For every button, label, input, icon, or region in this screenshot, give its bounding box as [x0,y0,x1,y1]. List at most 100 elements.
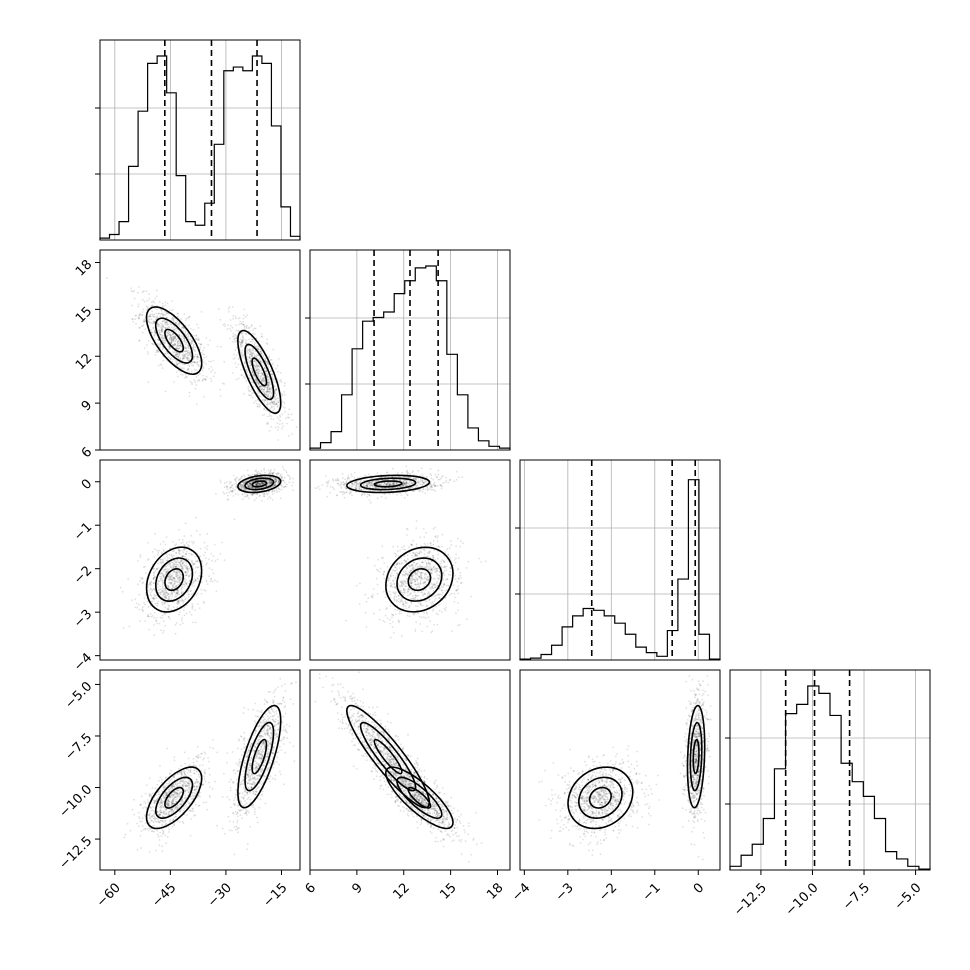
scatter-point [184,571,187,573]
scatter-point [228,480,231,483]
scatter-point [364,593,367,596]
scatter-point [176,363,179,366]
scatter-point [185,350,188,353]
scatter-point [177,355,179,357]
scatter-point [257,405,259,408]
scatter-point [188,545,190,547]
scatter-point [196,361,199,364]
scatter-point [188,347,191,349]
scatter-point [199,555,201,557]
scatter-point [147,321,150,323]
scatter-point [153,598,156,601]
scatter-point [439,483,442,486]
scatter-point [165,584,168,587]
scatter-point [284,485,287,488]
scatter-point [449,566,452,569]
scatter-point [131,318,134,320]
scatter-point [266,343,269,345]
scatter-frame-1-0 [99,249,301,451]
scatter-point [428,563,430,565]
scatter-point [409,579,412,582]
scatter-point [177,347,180,350]
scatter-point [281,394,283,397]
scatter-point [179,344,182,347]
scatter-point [151,313,154,316]
scatter-point [247,484,250,486]
scatter-point [153,334,156,337]
scatter-point [419,583,421,585]
scatter-point [260,360,262,363]
scatter-point [164,587,167,590]
scatter-point [242,321,244,323]
scatter-point [272,378,275,381]
scatter-point [394,566,397,569]
scatter-point [153,313,156,316]
scatter-point [452,564,455,567]
scatter-point [413,478,416,480]
scatter-point [343,496,346,499]
scatter-point [445,565,448,568]
scatter-point [169,581,172,584]
scatter-point [149,591,152,594]
scatter-point [406,482,408,485]
scatter-point [198,607,201,609]
scatter-point [422,582,424,585]
scatter-point [419,536,422,539]
scatter-point [179,599,182,602]
scatter-point [275,480,277,483]
scatter-point [390,585,392,587]
scatter-point [260,483,263,485]
scatter-point [444,589,447,592]
scatter-point [205,563,208,566]
scatter-point [165,331,168,333]
scatter-point [260,372,262,375]
scatter-point [178,613,181,616]
scatter-point [172,590,175,593]
scatter-point [180,588,183,591]
scatter-point [243,482,245,485]
scatter-point [246,324,248,327]
scatter-point [416,594,418,597]
scatter-point [146,600,149,603]
scatter-point [199,533,201,536]
scatter-point [242,323,245,326]
scatter-point [150,329,152,331]
scatter-point [173,336,176,339]
scatter-point [249,359,252,362]
scatter-point [261,399,264,402]
scatter-point [165,570,168,573]
scatter-point [414,580,417,582]
scatter-point [166,326,169,329]
scatter-point [348,477,351,480]
scatter-point [171,587,174,590]
scatter-point [157,344,160,346]
contour-2-1-0-2 [385,546,454,613]
scatter-point [290,413,293,416]
scatter-point [394,599,396,602]
scatter-point [174,354,177,357]
scatter-point [152,577,155,580]
scatter-point [410,579,413,582]
scatter-point [410,584,412,587]
scatter-point [426,578,429,581]
scatter-point [142,609,145,612]
scatter-point [412,539,415,542]
scatter-point [247,327,250,330]
scatter-point [158,580,161,582]
scatter-point [409,581,412,583]
scatter-point [178,347,181,349]
scatter-point [268,387,271,390]
scatter-point [282,466,284,468]
scatter-point [420,573,422,575]
scatter-point [153,320,156,322]
scatter-point [161,337,164,340]
scatter-point [402,587,405,590]
scatter-point [143,347,146,349]
scatter-point [227,324,229,326]
scatter-point [175,563,178,566]
scatter-point [443,583,445,585]
scatter-point [260,352,263,355]
scatter-point [262,379,265,382]
scatter-point [142,320,145,323]
scatter-point [269,468,272,471]
